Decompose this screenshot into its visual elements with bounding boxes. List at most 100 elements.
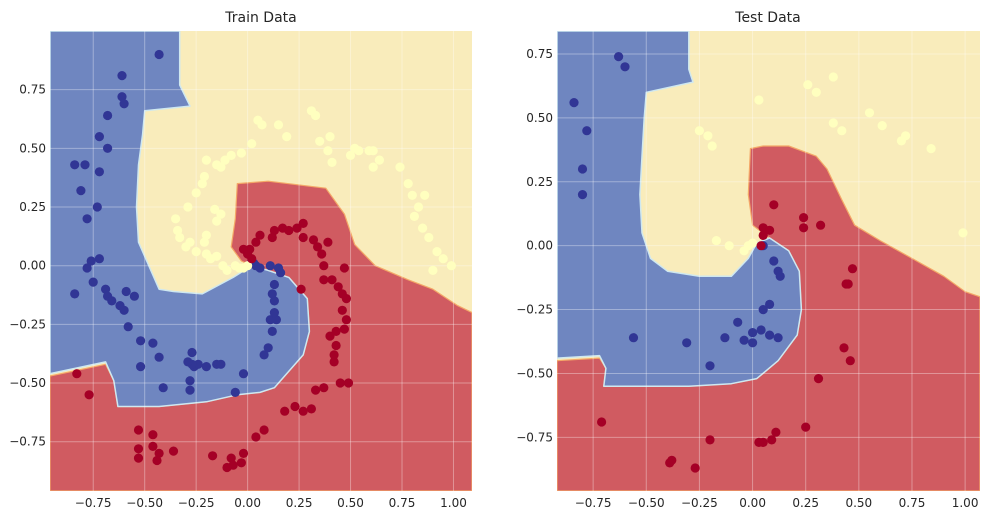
test-point-class-2 xyxy=(665,458,675,468)
train-y-tick-label: 0.25 xyxy=(19,200,46,214)
train-point-class-1 xyxy=(345,150,356,160)
train-point-class-0 xyxy=(88,277,98,287)
train-point-class-1 xyxy=(418,223,428,233)
train-point-class-1 xyxy=(247,139,257,149)
train-point-class-2 xyxy=(298,406,308,416)
test-point-class-2 xyxy=(771,427,781,437)
train-point-class-0 xyxy=(230,387,240,397)
train-point-class-2 xyxy=(222,462,232,473)
train-point-class-2 xyxy=(290,401,300,412)
train-point-class-2 xyxy=(226,453,236,463)
test-point-class-0 xyxy=(748,328,758,338)
test-point-class-1 xyxy=(926,144,936,154)
test-point-class-2 xyxy=(767,435,777,445)
train-point-class-1 xyxy=(323,146,333,156)
train-point-class-2 xyxy=(154,448,164,458)
train-point-class-2 xyxy=(133,453,144,463)
test-point-class-2 xyxy=(754,437,764,447)
train-point-class-1 xyxy=(212,216,222,226)
train-point-class-1 xyxy=(212,160,222,170)
train-point-class-1 xyxy=(403,179,413,189)
train-point-class-1 xyxy=(201,230,211,240)
train-point-class-2 xyxy=(236,458,246,468)
train-point-class-1 xyxy=(171,214,181,224)
train-x-tick-label: 1.00 xyxy=(440,496,467,510)
train-point-class-0 xyxy=(101,284,111,294)
test-point-class-1 xyxy=(958,228,968,238)
test-point-class-1 xyxy=(711,236,722,246)
test-point-class-0 xyxy=(765,299,775,309)
train-title: Train Data xyxy=(224,10,296,26)
train-point-class-1 xyxy=(210,204,220,214)
test-point-class-2 xyxy=(839,343,849,353)
train-point-class-0 xyxy=(119,99,129,109)
train-point-class-0 xyxy=(136,336,146,346)
train-point-class-2 xyxy=(208,451,218,461)
train-region-yellow xyxy=(136,31,472,313)
train-point-class-2 xyxy=(337,289,347,299)
train-points xyxy=(70,49,456,473)
test-point-class-1 xyxy=(703,131,713,141)
train-point-class-1 xyxy=(243,261,253,271)
train-point-class-1 xyxy=(199,237,209,247)
test-point-class-1 xyxy=(877,121,887,131)
test-point-class-1 xyxy=(694,126,705,136)
test-point-class-2 xyxy=(756,241,766,251)
train-point-class-2 xyxy=(148,441,158,451)
train-point-class-2 xyxy=(168,446,179,456)
test-point-class-1 xyxy=(837,126,847,136)
train-point-class-2 xyxy=(308,235,319,245)
train-point-class-0 xyxy=(107,296,117,306)
train-point-class-2 xyxy=(278,223,288,233)
train-point-class-2 xyxy=(133,444,144,454)
test-point-class-2 xyxy=(769,200,779,210)
train-point-class-1 xyxy=(354,146,364,156)
test-point-class-0 xyxy=(620,62,630,72)
train-point-class-1 xyxy=(432,247,442,257)
train-point-class-2 xyxy=(267,232,277,243)
train-point-class-1 xyxy=(438,254,448,264)
test-title: Test Data xyxy=(734,10,800,26)
train-point-class-1 xyxy=(191,247,201,257)
train-x-tick-label: 0.25 xyxy=(286,496,313,510)
test-point-class-2 xyxy=(690,463,700,473)
train-point-class-0 xyxy=(82,214,92,224)
train-point-class-0 xyxy=(269,308,279,318)
train-data-panel: −0.75 −0.50 −0.25 0.00 0.25 0.50 0.75 1.00 −0.75… xyxy=(9,10,472,510)
test-x-tick-label: 1.00 xyxy=(952,496,979,510)
train-y-tick-label: −0.25 xyxy=(9,317,46,331)
train-point-class-1 xyxy=(306,106,316,116)
train-point-class-2 xyxy=(323,237,333,247)
train-point-class-0 xyxy=(185,376,195,386)
train-point-class-0 xyxy=(80,160,90,170)
train-point-class-0 xyxy=(129,291,139,301)
train-point-class-2 xyxy=(329,350,339,360)
train-point-class-0 xyxy=(121,286,131,297)
test-y-tick-label: 0.50 xyxy=(526,111,553,125)
train-point-class-2 xyxy=(251,432,261,442)
train-point-class-2 xyxy=(72,369,82,379)
train-point-class-0 xyxy=(154,49,164,60)
train-point-class-1 xyxy=(222,265,232,275)
train-point-class-1 xyxy=(409,211,419,221)
train-point-class-0 xyxy=(123,322,133,332)
train-point-class-0 xyxy=(201,362,211,372)
train-point-class-2 xyxy=(298,218,308,228)
train-point-class-0 xyxy=(70,289,80,299)
train-point-class-1 xyxy=(368,146,378,156)
test-point-class-2 xyxy=(847,264,858,274)
train-point-class-2 xyxy=(84,390,94,400)
train-point-class-2 xyxy=(133,425,144,435)
test-point-class-1 xyxy=(724,241,734,251)
test-y-tick-label: 0.00 xyxy=(526,239,553,253)
train-point-class-2 xyxy=(238,448,249,458)
train-point-class-0 xyxy=(271,315,281,325)
test-x-tick-label: −0.25 xyxy=(681,496,718,510)
test-x-tick-label: −0.50 xyxy=(628,496,665,510)
train-x-tick-label: 0.75 xyxy=(389,496,416,510)
train-point-class-0 xyxy=(94,167,104,177)
train-point-class-0 xyxy=(267,289,277,299)
train-point-class-2 xyxy=(296,284,306,294)
train-point-class-1 xyxy=(413,202,424,212)
train-x-tick-label: −0.25 xyxy=(178,496,215,510)
